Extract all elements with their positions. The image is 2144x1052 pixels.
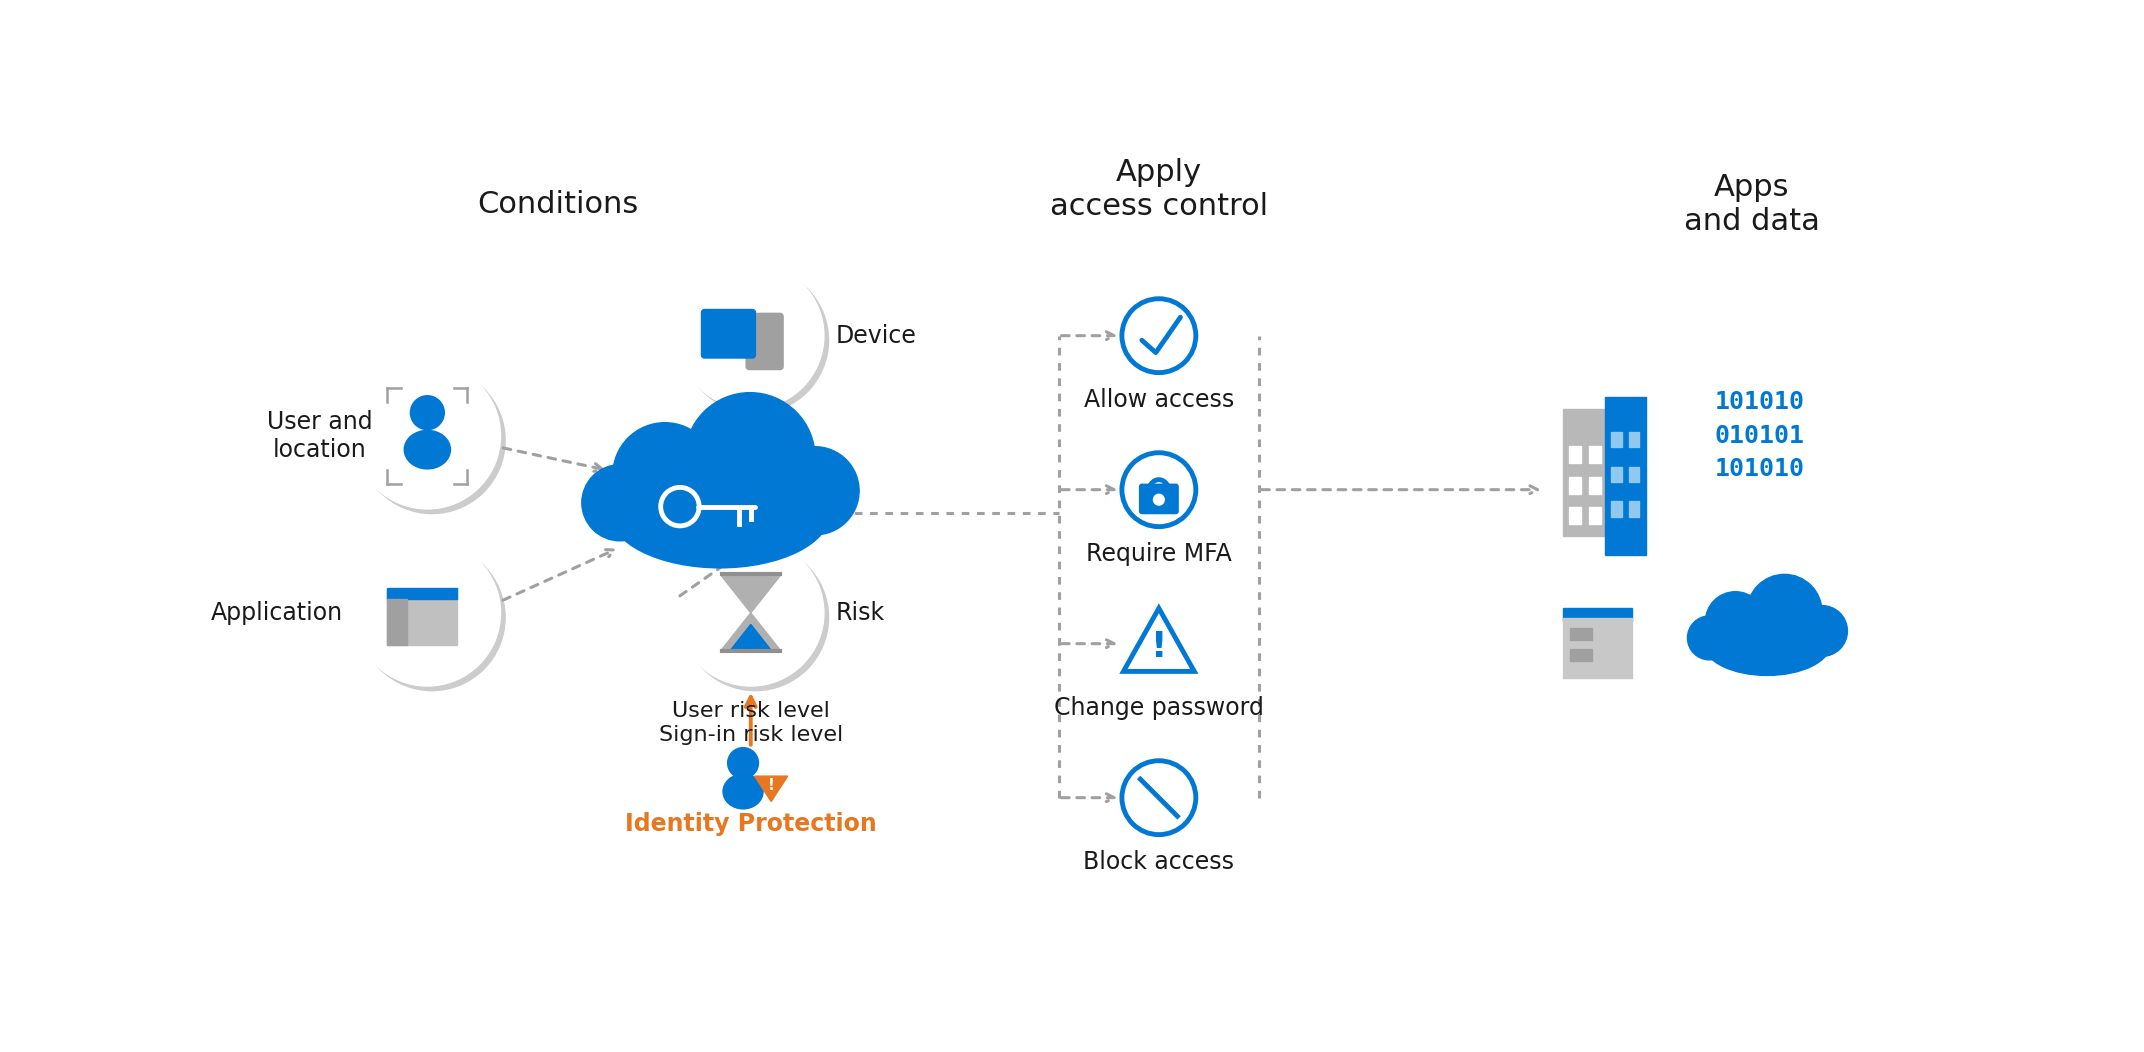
Circle shape	[354, 363, 500, 509]
Ellipse shape	[723, 774, 763, 809]
Circle shape	[354, 540, 500, 686]
Polygon shape	[723, 575, 780, 613]
Circle shape	[678, 540, 823, 686]
Text: Block access: Block access	[1083, 850, 1235, 874]
Circle shape	[410, 396, 444, 429]
FancyBboxPatch shape	[1563, 608, 1632, 621]
Text: Apply
access control: Apply access control	[1051, 158, 1267, 221]
Polygon shape	[755, 776, 787, 802]
FancyBboxPatch shape	[1610, 467, 1621, 482]
Ellipse shape	[609, 458, 830, 568]
FancyBboxPatch shape	[1589, 507, 1602, 524]
FancyBboxPatch shape	[1610, 432, 1621, 447]
FancyBboxPatch shape	[388, 588, 457, 599]
Circle shape	[684, 392, 815, 523]
FancyBboxPatch shape	[1629, 467, 1640, 482]
FancyBboxPatch shape	[1610, 501, 1621, 517]
Text: !: !	[1151, 630, 1166, 664]
FancyBboxPatch shape	[1141, 484, 1177, 513]
Text: Apps
and data: Apps and data	[1683, 174, 1820, 236]
FancyBboxPatch shape	[1569, 649, 1591, 662]
Circle shape	[613, 423, 716, 527]
FancyBboxPatch shape	[701, 309, 755, 358]
Circle shape	[1704, 591, 1765, 652]
Circle shape	[682, 267, 828, 413]
Text: Device: Device	[836, 324, 915, 347]
Polygon shape	[731, 625, 772, 650]
Circle shape	[682, 544, 828, 691]
Polygon shape	[723, 613, 780, 650]
FancyBboxPatch shape	[1569, 446, 1580, 463]
Ellipse shape	[1704, 612, 1831, 675]
Circle shape	[1797, 606, 1848, 656]
FancyBboxPatch shape	[1569, 477, 1580, 493]
Text: User and
location: User and location	[266, 410, 373, 462]
Text: Risk: Risk	[836, 601, 885, 625]
FancyBboxPatch shape	[1569, 507, 1580, 524]
FancyBboxPatch shape	[1606, 398, 1644, 555]
Circle shape	[358, 544, 506, 691]
Ellipse shape	[405, 430, 450, 469]
FancyBboxPatch shape	[1563, 409, 1610, 535]
FancyBboxPatch shape	[388, 590, 457, 645]
Circle shape	[581, 465, 658, 541]
Text: Change password: Change password	[1055, 696, 1263, 720]
FancyBboxPatch shape	[388, 599, 407, 645]
Text: Require MFA: Require MFA	[1087, 542, 1233, 566]
Text: Conditions: Conditions	[478, 190, 639, 219]
Text: 101010
010101
101010: 101010 010101 101010	[1715, 390, 1805, 481]
Circle shape	[1687, 616, 1732, 660]
Circle shape	[678, 263, 823, 409]
Circle shape	[727, 748, 759, 778]
Circle shape	[1747, 574, 1822, 649]
Text: Application: Application	[210, 601, 343, 625]
FancyBboxPatch shape	[1589, 446, 1602, 463]
Circle shape	[772, 447, 860, 534]
Text: !: !	[768, 777, 774, 793]
FancyBboxPatch shape	[1569, 627, 1591, 640]
FancyBboxPatch shape	[746, 313, 783, 369]
Text: Identity Protection: Identity Protection	[624, 811, 877, 835]
FancyBboxPatch shape	[1629, 432, 1640, 447]
FancyBboxPatch shape	[1629, 501, 1640, 517]
Circle shape	[358, 367, 506, 513]
FancyBboxPatch shape	[1589, 477, 1602, 493]
Circle shape	[1153, 494, 1164, 505]
FancyBboxPatch shape	[1563, 619, 1632, 679]
Text: User risk level
Sign-in risk level: User risk level Sign-in risk level	[658, 702, 843, 745]
Text: Allow access: Allow access	[1083, 388, 1235, 412]
